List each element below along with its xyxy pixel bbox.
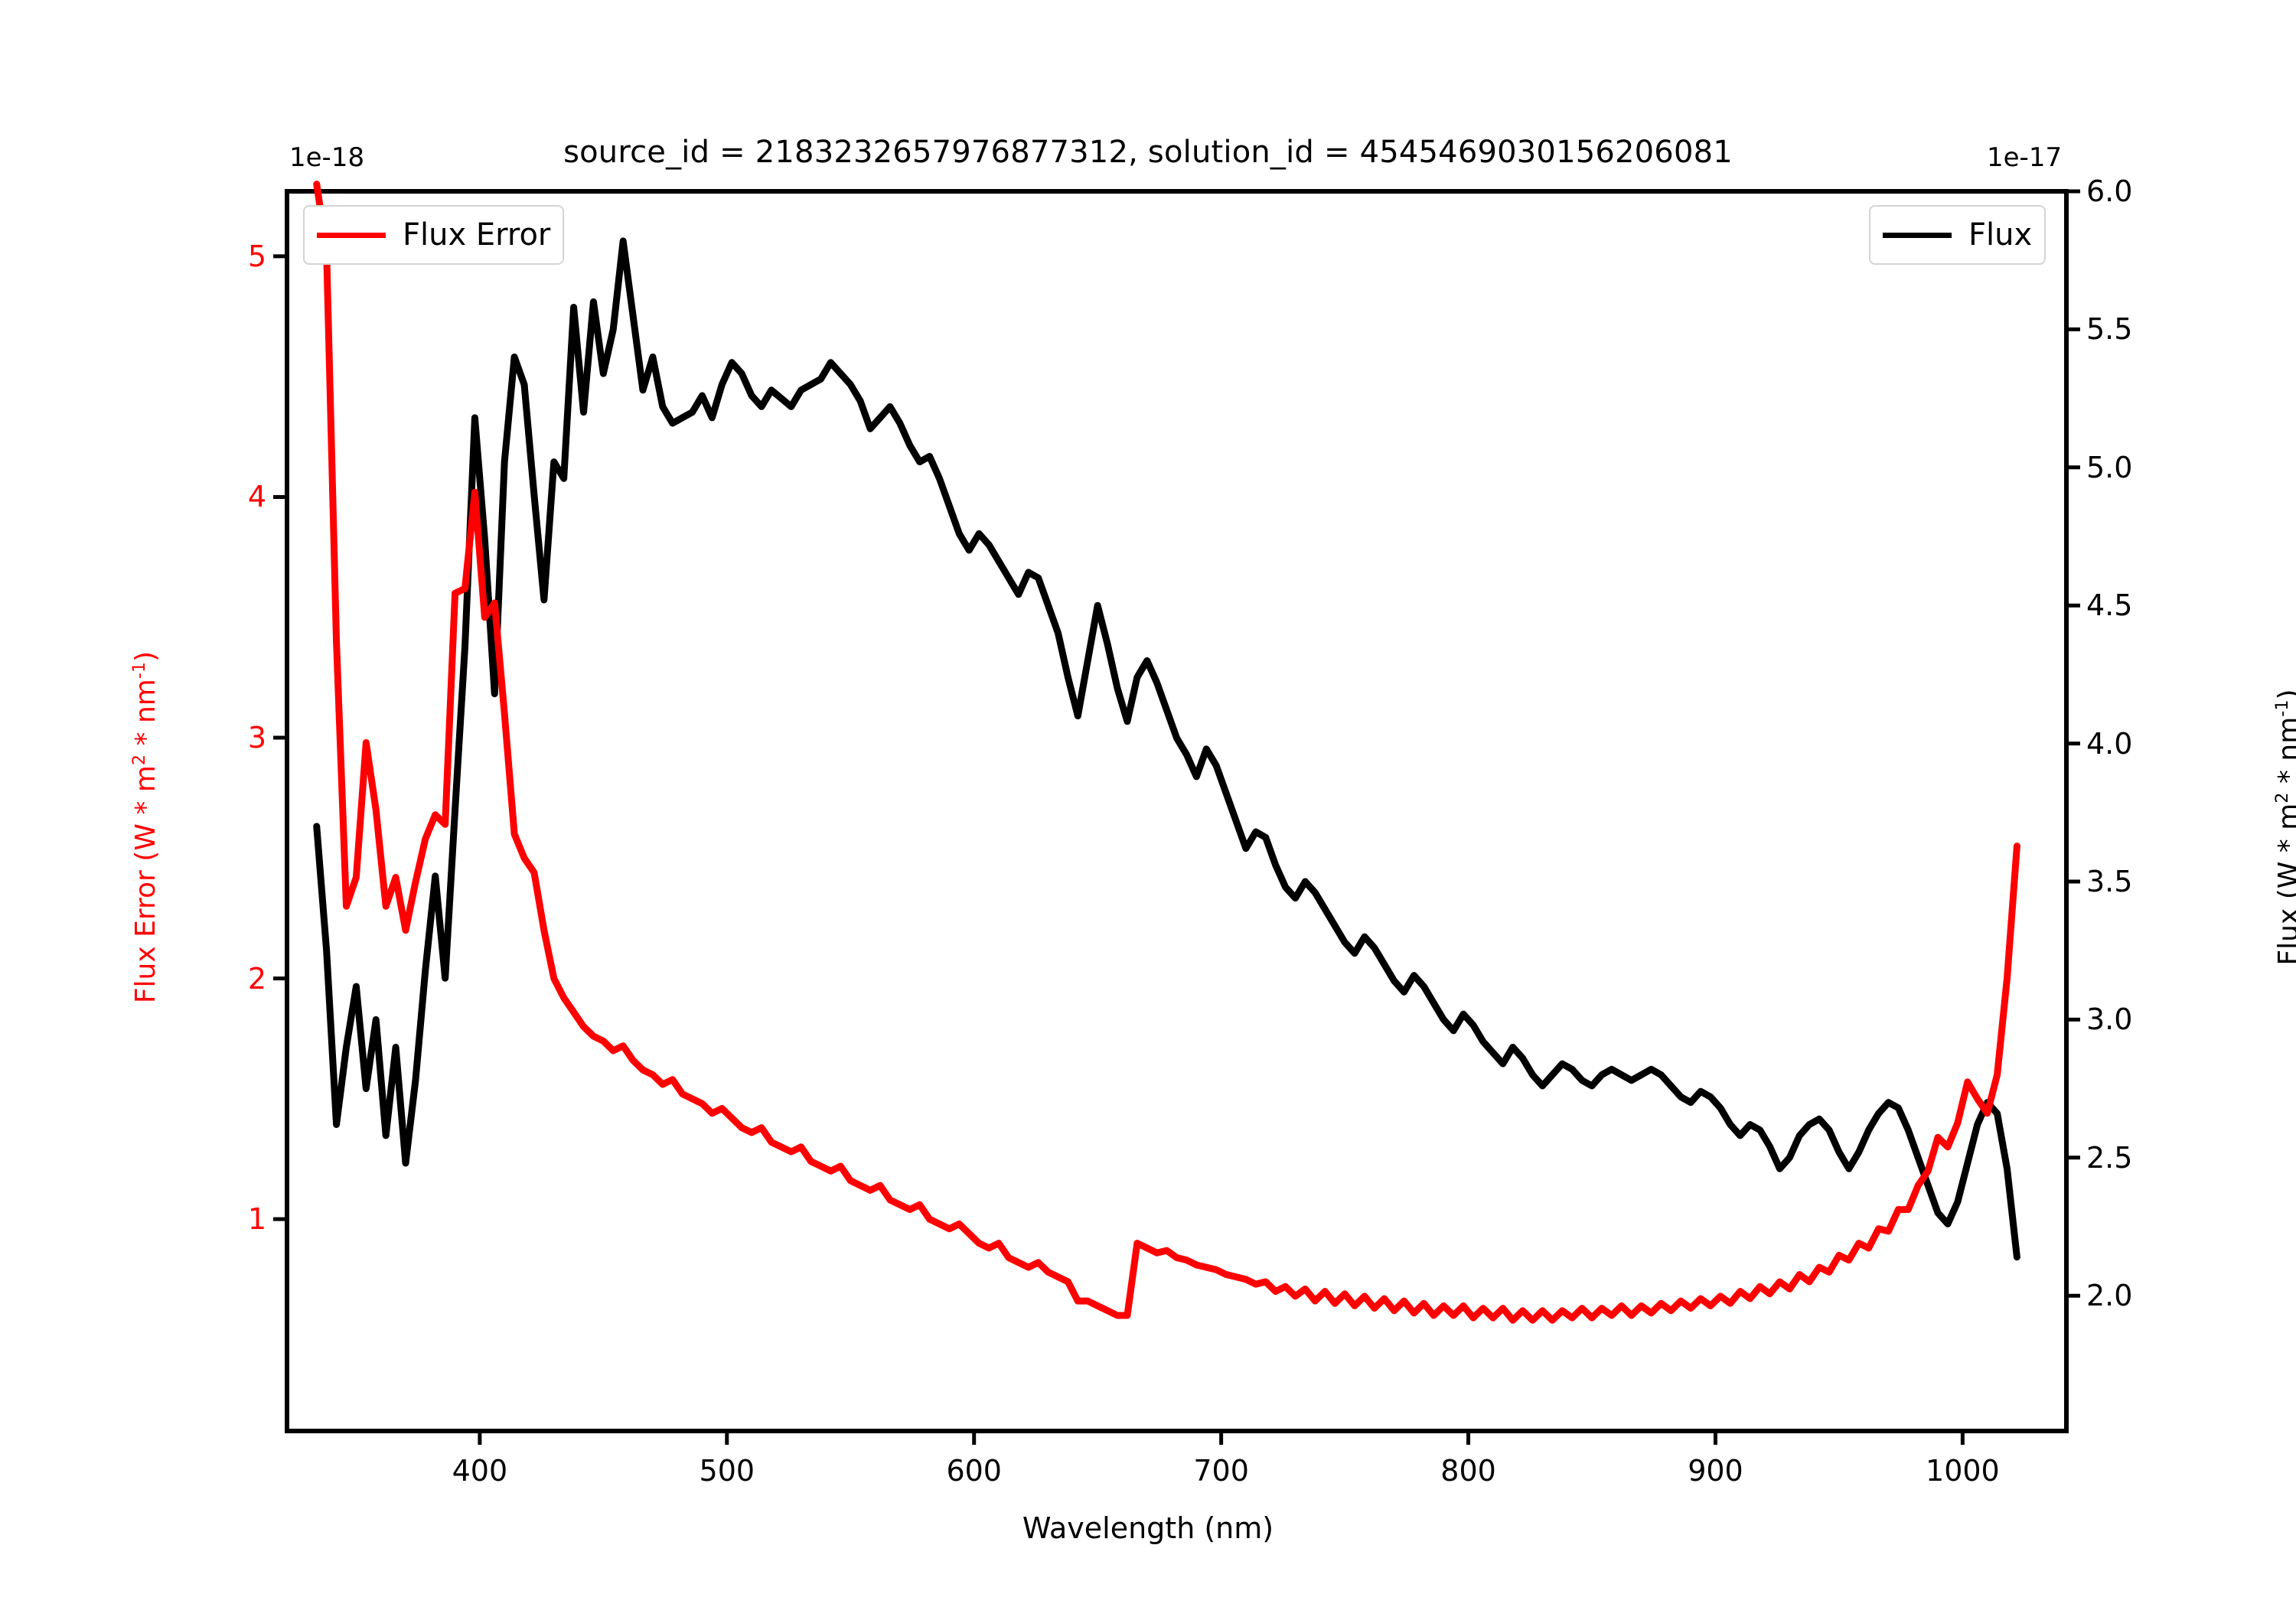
legend-flux-error[interactable]: Flux Error xyxy=(303,205,565,265)
right-y-tick-label: 3.5 xyxy=(2086,865,2133,898)
left-y-tick-label: 3 xyxy=(247,721,266,755)
right-y-tick-label: 2.0 xyxy=(2086,1279,2133,1313)
left-axis-title: Flux Error (W * m2 * nm-1) xyxy=(129,483,161,1172)
left-axis-title-sup2: -1 xyxy=(129,661,149,680)
left-axis-title-sup1: 2 xyxy=(129,754,149,766)
legend-flux-swatch xyxy=(1883,232,1952,238)
left-y-tick-label: 2 xyxy=(247,961,266,996)
right-axis-title-sup1: 2 xyxy=(2272,792,2292,804)
flux-error-line xyxy=(313,181,2020,1324)
x-axis-title: Wavelength (nm) xyxy=(1022,1511,1274,1545)
right-axis-title-mid: * nm xyxy=(2273,716,2296,784)
legend-flux[interactable]: Flux xyxy=(1869,205,2047,265)
right-y-tick-label: 5.5 xyxy=(2086,312,2133,347)
flux-line xyxy=(313,237,2020,1261)
x-tick-label: 600 xyxy=(946,1454,1002,1488)
legend-flux-label: Flux xyxy=(1968,217,2033,253)
left-y-tick-label: 4 xyxy=(247,480,266,514)
right-y-tick-label: 3.0 xyxy=(2086,1002,2133,1037)
right-axis-title: Flux (W * m2 * nm-1) xyxy=(2272,483,2296,1172)
left-y-tick-label: 5 xyxy=(247,239,266,273)
right-y-tick-label: 4.5 xyxy=(2086,588,2133,623)
right-axis-title-sup2: -1 xyxy=(2272,699,2292,717)
x-tick-label: 400 xyxy=(452,1454,508,1488)
left-y-tick-label: 1 xyxy=(247,1202,266,1237)
x-tick-label: 1000 xyxy=(1926,1454,2000,1488)
x-tick-label: 700 xyxy=(1193,1454,1249,1488)
right-y-tick-label: 5.0 xyxy=(2086,450,2133,484)
right-y-tick-label: 6.0 xyxy=(2086,174,2133,208)
x-tick-label: 500 xyxy=(699,1454,755,1488)
right-axis-offset-label: 1e-17 xyxy=(1987,142,2063,173)
right-axis-title-suffix: ) xyxy=(2273,689,2296,699)
axes-frame xyxy=(285,189,2069,1433)
page-title: source_id = 2183232657976877312, solutio… xyxy=(563,135,1733,170)
legend-flux-error-swatch xyxy=(317,232,386,238)
legend-flux-error-label: Flux Error xyxy=(403,217,551,253)
tick-marks xyxy=(273,189,2080,1445)
left-axis-offset-label: 1e-18 xyxy=(289,142,365,173)
x-tick-label: 900 xyxy=(1688,1454,1743,1488)
left-axis-title-suffix: ) xyxy=(130,650,161,662)
right-axis-title-text: Flux (W * m xyxy=(2273,804,2296,966)
x-tick-label: 800 xyxy=(1440,1454,1496,1488)
left-axis-title-mid: * nm xyxy=(130,679,161,755)
right-y-tick-label: 2.5 xyxy=(2086,1140,2133,1175)
left-axis-title-text: Flux Error (W * m xyxy=(130,765,161,1004)
right-y-tick-label: 4.0 xyxy=(2086,726,2133,761)
